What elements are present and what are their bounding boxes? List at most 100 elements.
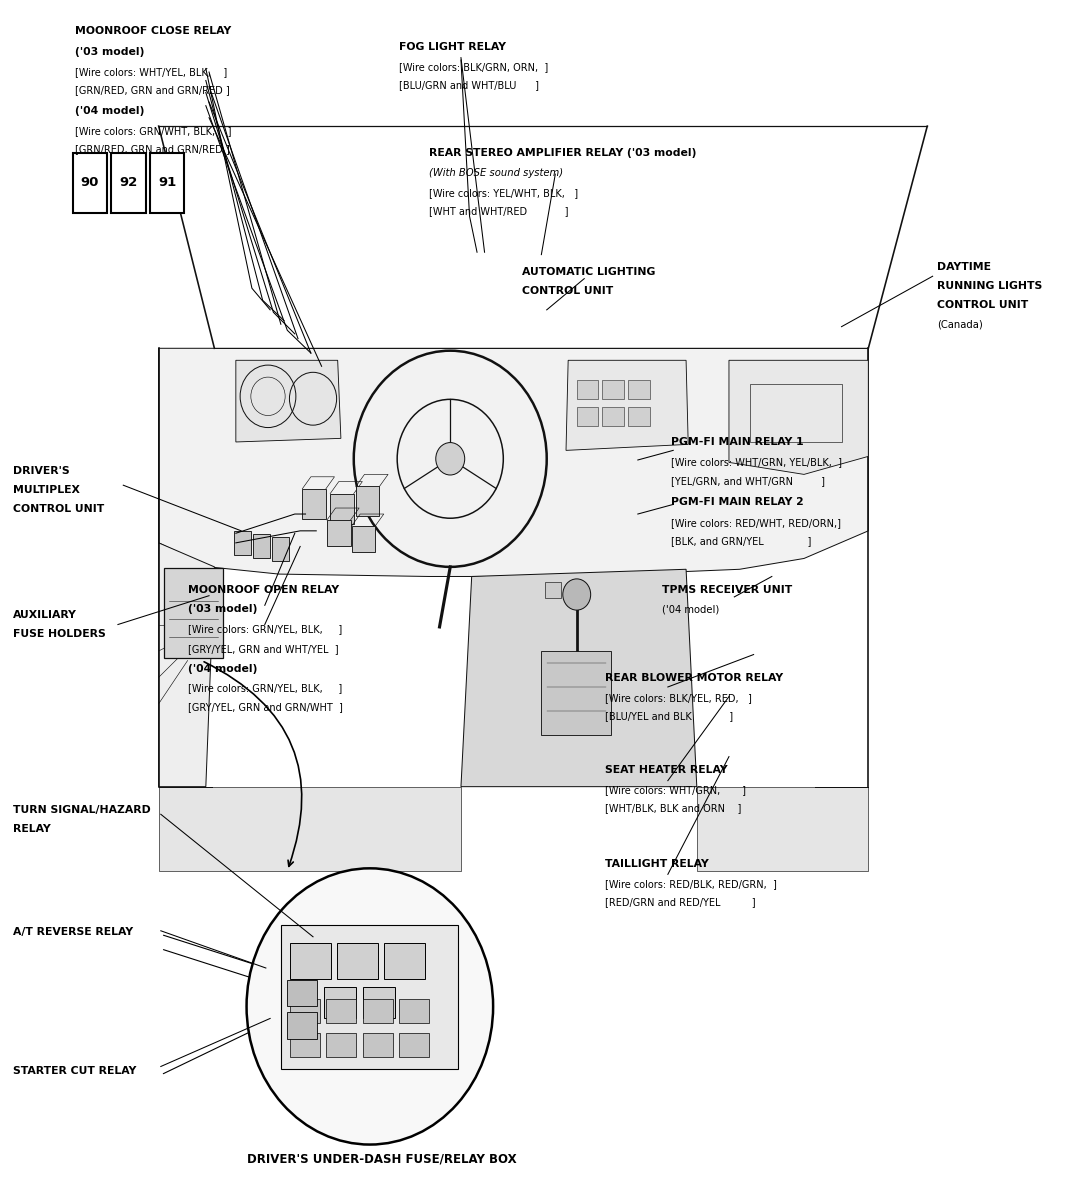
Text: 90: 90	[80, 177, 100, 189]
FancyArrowPatch shape	[204, 662, 301, 866]
Bar	[399, 1033, 429, 1057]
Bar	[286, 1012, 316, 1039]
Text: TPMS RECEIVER UNIT: TPMS RECEIVER UNIT	[662, 585, 793, 594]
Polygon shape	[461, 569, 697, 787]
Text: A/T REVERSE RELAY: A/T REVERSE RELAY	[13, 927, 133, 937]
Bar	[326, 1033, 356, 1057]
Bar	[545, 582, 561, 598]
Bar	[362, 987, 394, 1018]
Text: [BLU/GRN and WHT/BLU      ]: [BLU/GRN and WHT/BLU ]	[399, 80, 539, 90]
Bar	[628, 380, 650, 399]
Bar	[750, 384, 842, 442]
Text: AUXILIARY: AUXILIARY	[13, 610, 77, 620]
Text: [Wire colors: WHT/YEL, BLK,    ]: [Wire colors: WHT/YEL, BLK, ]	[75, 67, 227, 77]
Text: [YEL/GRN, and WHT/GRN         ]: [YEL/GRN, and WHT/GRN ]	[671, 476, 825, 485]
Bar	[577, 407, 598, 426]
Polygon shape	[697, 787, 868, 871]
Bar	[302, 489, 326, 519]
Text: CONTROL UNIT: CONTROL UNIT	[13, 504, 104, 514]
Bar	[73, 153, 107, 213]
Polygon shape	[159, 348, 214, 787]
Text: SEAT HEATER RELAY: SEAT HEATER RELAY	[605, 765, 727, 775]
Circle shape	[563, 579, 591, 610]
Polygon shape	[159, 787, 461, 871]
Text: 91: 91	[158, 177, 177, 189]
Text: ('04 model): ('04 model)	[662, 604, 719, 614]
Text: [GRN/RED, GRN and GRN/RED ]: [GRN/RED, GRN and GRN/RED ]	[75, 85, 229, 95]
Bar	[164, 568, 223, 658]
Text: RELAY: RELAY	[13, 824, 50, 833]
Bar	[362, 999, 392, 1023]
Text: MOONROOF OPEN RELAY: MOONROOF OPEN RELAY	[188, 585, 339, 594]
Text: REAR STEREO AMPLIFIER RELAY ('03 model): REAR STEREO AMPLIFIER RELAY ('03 model)	[429, 148, 696, 157]
Bar	[289, 943, 330, 979]
Text: [Wire colors: RED/BLK, RED/GRN,  ]: [Wire colors: RED/BLK, RED/GRN, ]	[605, 879, 776, 889]
Text: [GRN/RED, GRN and GRN/RED ]: [GRN/RED, GRN and GRN/RED ]	[75, 144, 229, 154]
Text: [Wire colors: YEL/WHT, BLK,   ]: [Wire colors: YEL/WHT, BLK, ]	[429, 189, 578, 198]
Bar	[289, 1033, 319, 1057]
Bar	[399, 999, 429, 1023]
Bar	[541, 651, 611, 735]
Text: DRIVER'S UNDER-DASH FUSE/RELAY BOX: DRIVER'S UNDER-DASH FUSE/RELAY BOX	[247, 1153, 517, 1166]
Bar	[324, 987, 356, 1018]
Text: TAILLIGHT RELAY: TAILLIGHT RELAY	[605, 859, 709, 868]
Text: REAR BLOWER MOTOR RELAY: REAR BLOWER MOTOR RELAY	[605, 673, 783, 682]
Text: [Wire colors: BLK/GRN, ORN,  ]: [Wire colors: BLK/GRN, ORN, ]	[399, 62, 548, 72]
Text: [WHT/BLK, BLK and ORN    ]: [WHT/BLK, BLK and ORN ]	[605, 803, 741, 813]
Polygon shape	[566, 360, 688, 450]
Text: RUNNING LIGHTS: RUNNING LIGHTS	[937, 281, 1042, 291]
Bar	[577, 380, 598, 399]
Text: 92: 92	[119, 177, 138, 189]
Text: CONTROL UNIT: CONTROL UNIT	[937, 300, 1028, 310]
Text: AUTOMATIC LIGHTING: AUTOMATIC LIGHTING	[522, 267, 655, 276]
Text: [BLK, and GRN/YEL              ]: [BLK, and GRN/YEL ]	[671, 536, 812, 545]
Text: [GRY/YEL, GRN and GRN/WHT  ]: [GRY/YEL, GRN and GRN/WHT ]	[188, 703, 342, 712]
Text: CONTROL UNIT: CONTROL UNIT	[522, 286, 613, 295]
Text: STARTER CUT RELAY: STARTER CUT RELAY	[13, 1066, 136, 1076]
Text: ('03 model): ('03 model)	[75, 47, 145, 56]
Circle shape	[247, 868, 493, 1145]
Text: (Canada): (Canada)	[937, 319, 983, 329]
Bar	[337, 943, 377, 979]
Text: ('04 model): ('04 model)	[188, 664, 257, 674]
Bar	[330, 494, 354, 524]
Text: DAYTIME: DAYTIME	[937, 262, 991, 271]
Bar	[234, 531, 251, 555]
Text: ('03 model): ('03 model)	[188, 604, 257, 614]
Bar	[356, 486, 379, 516]
Bar	[352, 526, 375, 552]
Text: [Wire colors: BLK/YEL, RED,   ]: [Wire colors: BLK/YEL, RED, ]	[605, 693, 751, 703]
Bar	[272, 537, 289, 561]
Text: [Wire colors: WHT/GRN, YEL/BLK,  ]: [Wire colors: WHT/GRN, YEL/BLK, ]	[671, 458, 843, 467]
Text: FUSE HOLDERS: FUSE HOLDERS	[13, 629, 106, 639]
Text: PGM-FI MAIN RELAY 1: PGM-FI MAIN RELAY 1	[671, 437, 804, 447]
Polygon shape	[729, 360, 868, 474]
Text: DRIVER'S: DRIVER'S	[13, 466, 70, 476]
Text: [WHT and WHT/RED            ]: [WHT and WHT/RED ]	[429, 207, 568, 216]
Bar	[281, 925, 459, 1069]
Text: TURN SIGNAL/HAZARD: TURN SIGNAL/HAZARD	[13, 805, 150, 814]
Bar	[253, 534, 270, 558]
Circle shape	[435, 443, 465, 474]
Bar	[602, 380, 624, 399]
Bar	[362, 1033, 392, 1057]
Text: MOONROOF CLOSE RELAY: MOONROOF CLOSE RELAY	[75, 26, 232, 36]
Text: [RED/GRN and RED/YEL          ]: [RED/GRN and RED/YEL ]	[605, 897, 756, 907]
Text: FOG LIGHT RELAY: FOG LIGHT RELAY	[399, 42, 506, 52]
Bar	[111, 153, 146, 213]
Text: MULTIPLEX: MULTIPLEX	[13, 485, 79, 495]
Text: [Wire colors: GRN/WHT, BLK,    ]: [Wire colors: GRN/WHT, BLK, ]	[75, 126, 232, 136]
Bar	[286, 980, 316, 1006]
Bar	[602, 407, 624, 426]
Text: PGM-FI MAIN RELAY 2: PGM-FI MAIN RELAY 2	[671, 497, 804, 507]
Text: [BLU/YEL and BLK            ]: [BLU/YEL and BLK ]	[605, 711, 733, 721]
Text: [Wire colors: WHT/GRN,       ]: [Wire colors: WHT/GRN, ]	[605, 785, 746, 795]
Text: [GRY/YEL, GRN and WHT/YEL  ]: [GRY/YEL, GRN and WHT/YEL ]	[188, 644, 339, 653]
Polygon shape	[236, 360, 341, 442]
Text: (With BOSE sound system): (With BOSE sound system)	[429, 168, 563, 178]
Bar	[150, 153, 184, 213]
Bar	[289, 999, 319, 1023]
Bar	[326, 999, 356, 1023]
Polygon shape	[159, 348, 868, 576]
Bar	[628, 407, 650, 426]
